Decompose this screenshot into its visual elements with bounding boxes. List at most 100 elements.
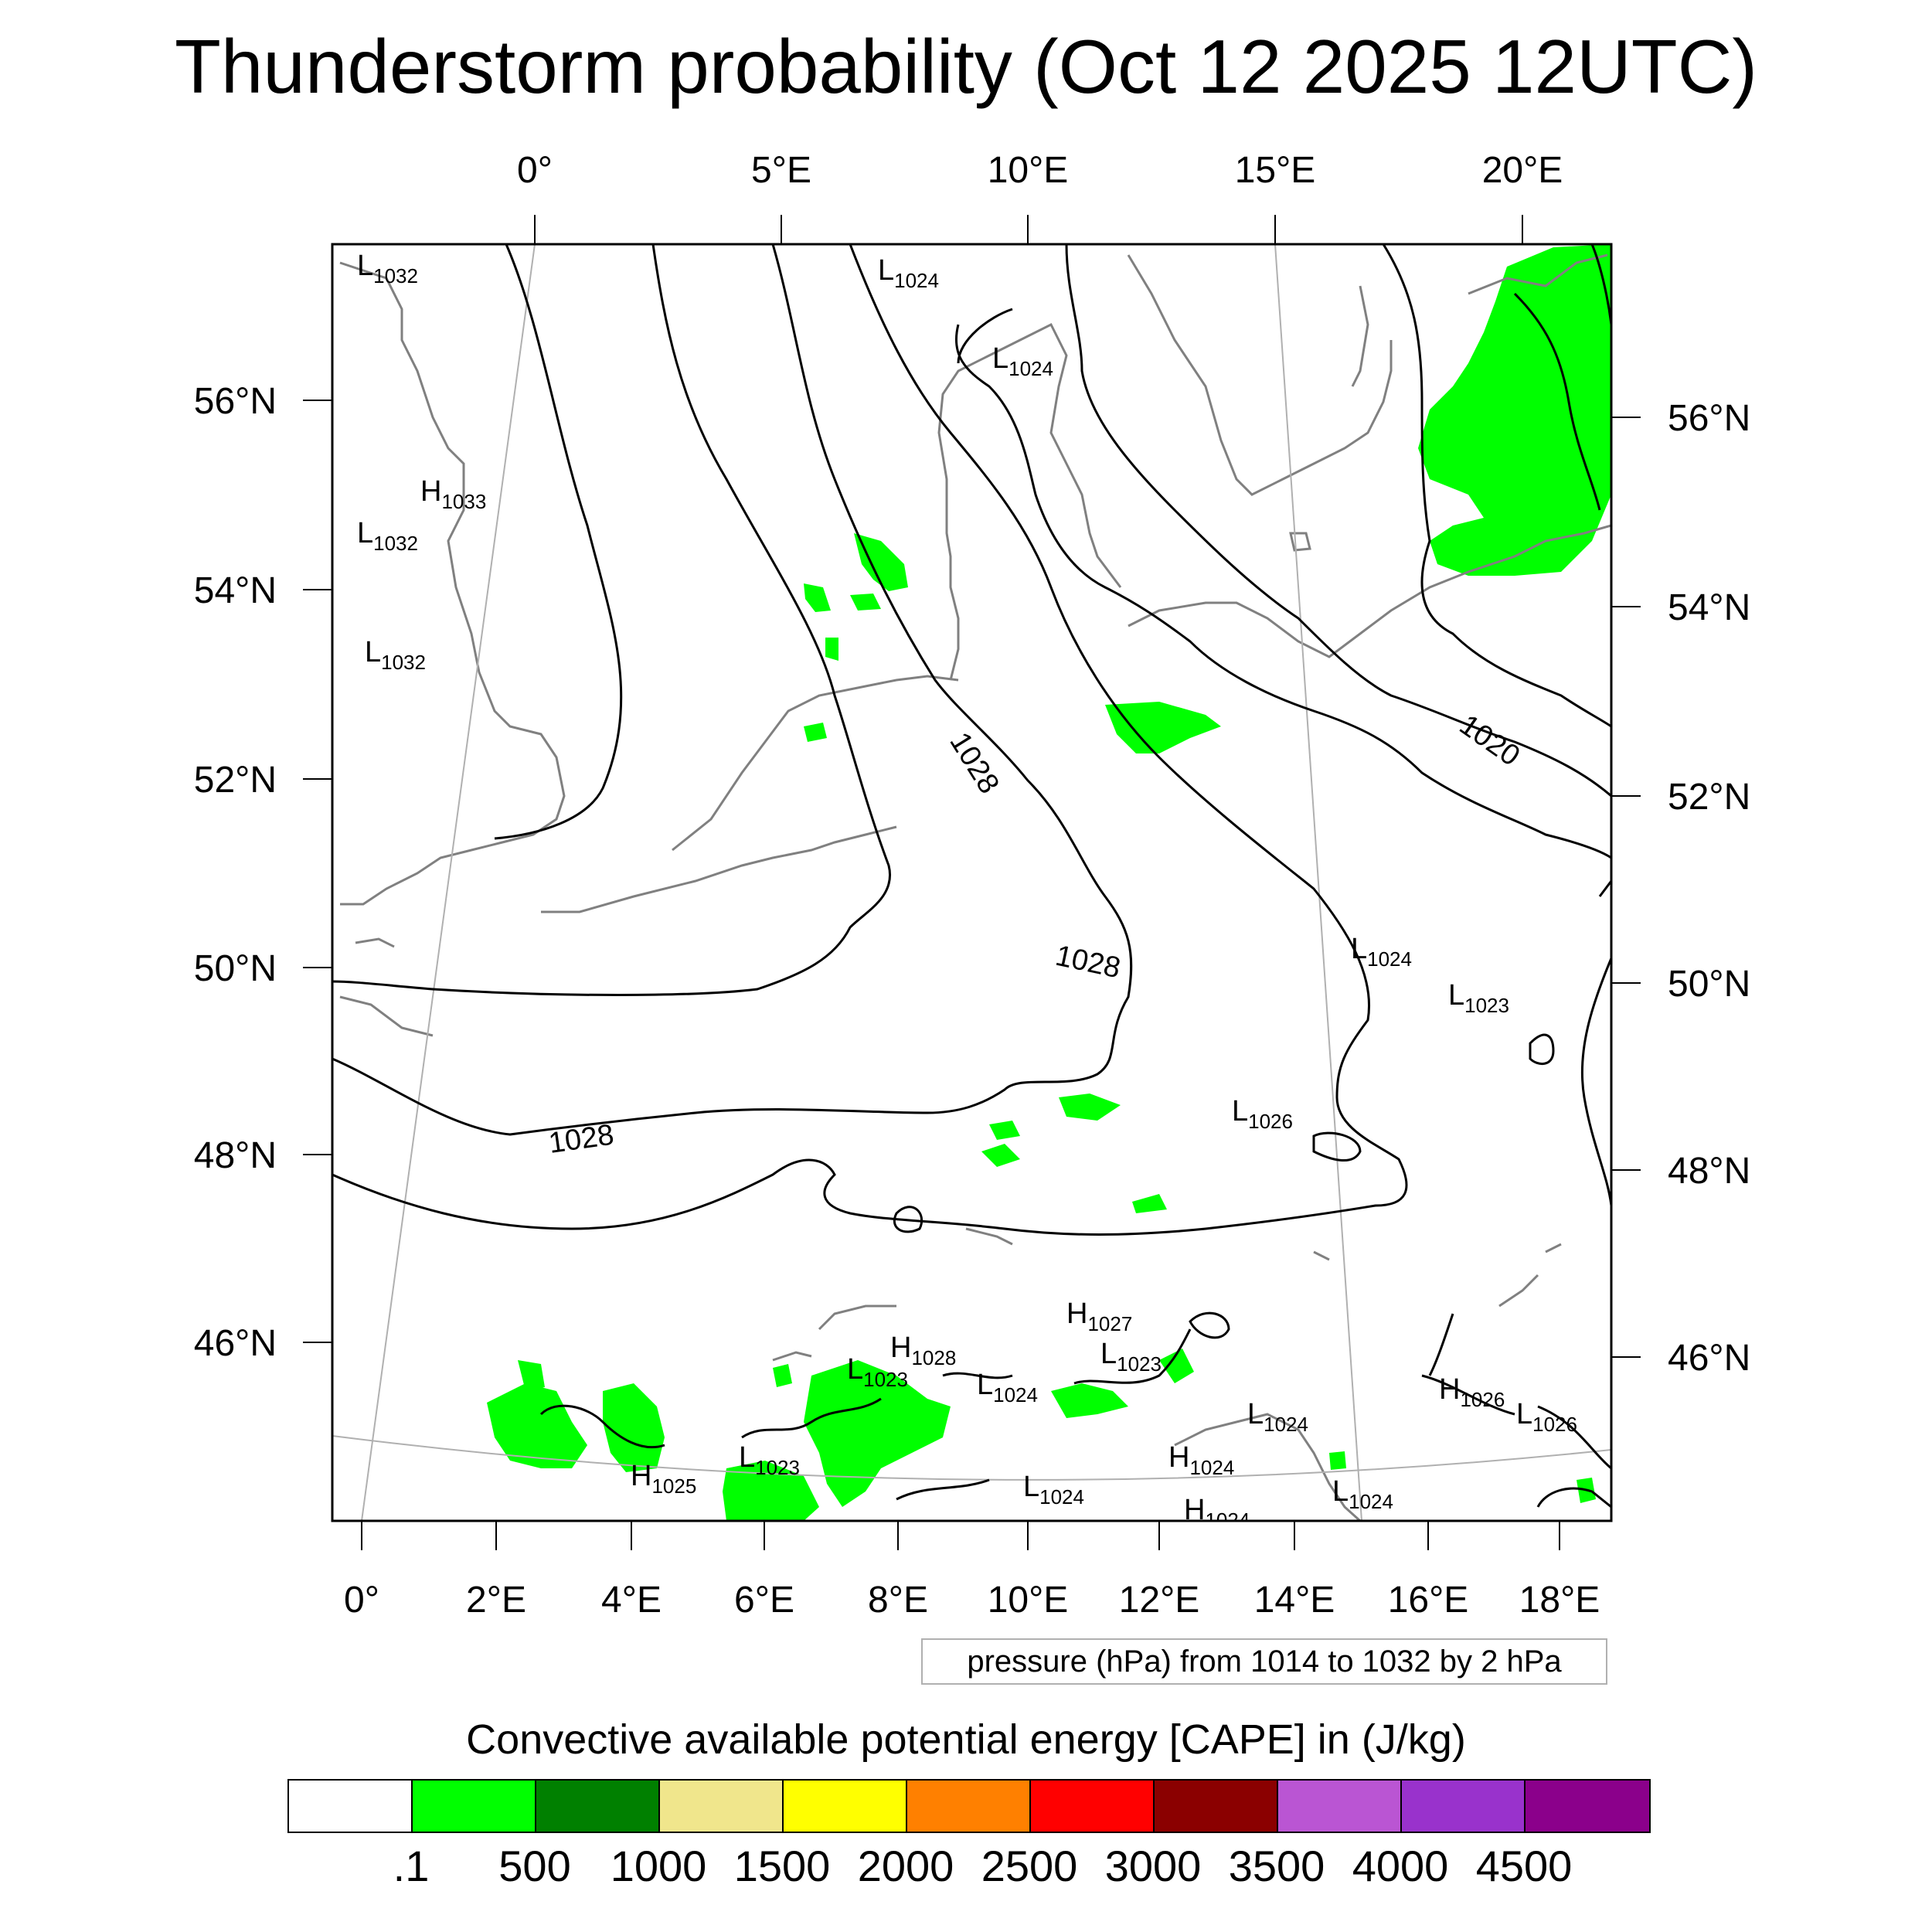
- cape-area-north-sea-1: [854, 533, 908, 591]
- contour-labels: 1028 1028 1028 1020: [546, 709, 1526, 1160]
- isobar-14: [1529, 1033, 1555, 1066]
- left-lat-label: 50°N: [194, 948, 277, 989]
- tick-marks: [303, 215, 1641, 1550]
- colorbar-swatch: [660, 1781, 784, 1832]
- top-lon-label: 5°E: [751, 150, 811, 191]
- cape-area-alps-south: [723, 1461, 819, 1521]
- isobar-alps-squiggle-2: [741, 1397, 882, 1439]
- top-lon-label: 10°E: [988, 150, 1069, 191]
- colorbar-tick-label: 4500: [1475, 1842, 1573, 1890]
- coastlines: [339, 253, 1611, 1521]
- colorbar-title: Convective available potential energy [C…: [466, 1716, 1466, 1763]
- bottom-lon-label: 6°E: [734, 1580, 794, 1621]
- border-misc-2: [1313, 1250, 1330, 1261]
- isobar-11: [1598, 880, 1611, 897]
- colorbar-swatch: [1031, 1781, 1155, 1832]
- left-latitude-labels: 56°N 54°N 52°N 50°N 48°N 46°N: [194, 381, 277, 1364]
- isobars: [332, 244, 1611, 1509]
- isobar-5: [954, 324, 1611, 859]
- bottom-lon-label: 8°E: [868, 1580, 928, 1621]
- coastline-sweden: [1127, 254, 1393, 496]
- top-lon-label: 20°E: [1482, 150, 1563, 191]
- isobar-1: [494, 244, 623, 840]
- bottom-lon-label: 2°E: [466, 1580, 526, 1621]
- colorbar-swatch: [289, 1781, 413, 1832]
- isobar-loop-alps-1: [893, 1206, 923, 1233]
- coastline-denmark: [937, 322, 1122, 681]
- isobar-loop-alps-2: [1189, 1311, 1230, 1339]
- cape-area-alps-central: [804, 1360, 951, 1507]
- cape-area-north-sea-4: [825, 638, 838, 661]
- right-latitude-labels: 56°N 54°N 52°N 50°N 48°N 46°N: [1668, 398, 1750, 1379]
- isobar-6: [1065, 244, 1611, 798]
- coastline-britain-south: [339, 995, 434, 1037]
- graticule: [332, 244, 1611, 1521]
- coastline-alps-lakes: [818, 1304, 896, 1331]
- right-lat-label: 56°N: [1668, 398, 1750, 439]
- colorbar-labels: .1 500 1000 1500 2000 2500 3000 3500 4000 4500: [287, 1841, 1652, 1895]
- left-lat-label: 52°N: [194, 760, 277, 801]
- cape-area-netherlands: [804, 723, 827, 742]
- pressure-center: H1026: [1439, 1373, 1505, 1411]
- coastline-adriatic: [1174, 1413, 1362, 1521]
- left-lat-label: 56°N: [194, 381, 277, 422]
- coastline-channel-is: [355, 937, 395, 948]
- isobar-3: [332, 244, 1133, 1136]
- cape-area-alps-east-2: [1159, 1349, 1194, 1383]
- colorbar-tick-label: 1000: [610, 1842, 707, 1890]
- isobar-alps-squiggle-6: [1421, 1374, 1515, 1416]
- right-lat-label: 50°N: [1668, 964, 1750, 1005]
- colorbar-swatch: [784, 1781, 907, 1832]
- cape-area-adriatic: [1329, 1451, 1346, 1470]
- pressure-center: L1024: [977, 1369, 1038, 1406]
- right-lat-label: 52°N: [1668, 777, 1750, 818]
- left-lat-label: 48°N: [194, 1135, 277, 1176]
- pressure-center: H1024: [1184, 1494, 1250, 1532]
- top-lon-label: 15°E: [1235, 150, 1316, 191]
- isobar-2: [332, 244, 892, 996]
- pressure-center: H1028: [890, 1332, 956, 1369]
- colorbar-swatch: [1402, 1781, 1526, 1832]
- pressure-center: L1024: [1247, 1398, 1308, 1436]
- cape-area-north-sea-2: [804, 583, 831, 612]
- coastline-france-north: [541, 825, 897, 913]
- colorbar-tick-label: .1: [393, 1842, 430, 1890]
- left-lat-label: 46°N: [194, 1323, 277, 1364]
- isobar-alps-squiggle-1: [539, 1404, 665, 1449]
- colorbar-swatch: [536, 1781, 660, 1832]
- bottom-lon-label: 10°E: [988, 1580, 1069, 1621]
- right-lat-label: 48°N: [1668, 1151, 1750, 1192]
- coastline-lake-balaton: [1498, 1274, 1539, 1308]
- isobar-7: [1382, 244, 1611, 728]
- cape-area-alps-west: [487, 1383, 587, 1468]
- pressure-center: L1026: [1232, 1095, 1293, 1133]
- colorbar-swatch: [907, 1781, 1031, 1832]
- cape-fill-areas: [487, 244, 1611, 1521]
- pressure-center: L1026: [1516, 1398, 1577, 1436]
- coastline-lake-geneva: [772, 1351, 812, 1362]
- pressure-center: L1024: [1351, 933, 1412, 971]
- bottom-lon-label: 0°: [344, 1580, 379, 1621]
- cape-area-germany-2: [981, 1144, 1020, 1167]
- map-content: [332, 244, 1611, 1521]
- cape-area-fr-2: [989, 1121, 1020, 1140]
- colorbar-swatch: [1278, 1781, 1402, 1832]
- contour-label: 1028: [546, 1119, 616, 1160]
- pressure-center: L1032: [357, 517, 418, 555]
- cape-area-baltic: [1418, 244, 1611, 576]
- coastline-gotland: [1351, 285, 1369, 387]
- colorbar-tick-label: 4000: [1352, 1842, 1449, 1890]
- right-lat-label: 54°N: [1668, 587, 1750, 628]
- bottom-lon-label: 4°E: [601, 1580, 662, 1621]
- colorbar-swatch: [1155, 1781, 1278, 1832]
- cape-area-germany-1: [1059, 1094, 1121, 1121]
- graticule-parallel-45n: [332, 1435, 1611, 1481]
- top-lon-label: 0°: [517, 150, 553, 191]
- colorbar-tick-label: 2500: [981, 1842, 1078, 1890]
- coastline-britain: [339, 261, 566, 906]
- colorbar-swatch: [1526, 1781, 1649, 1832]
- border-misc-1: [965, 1227, 1013, 1246]
- isobar-4: [332, 244, 1408, 1236]
- isobar-alps-squiggle-3: [942, 1372, 1013, 1379]
